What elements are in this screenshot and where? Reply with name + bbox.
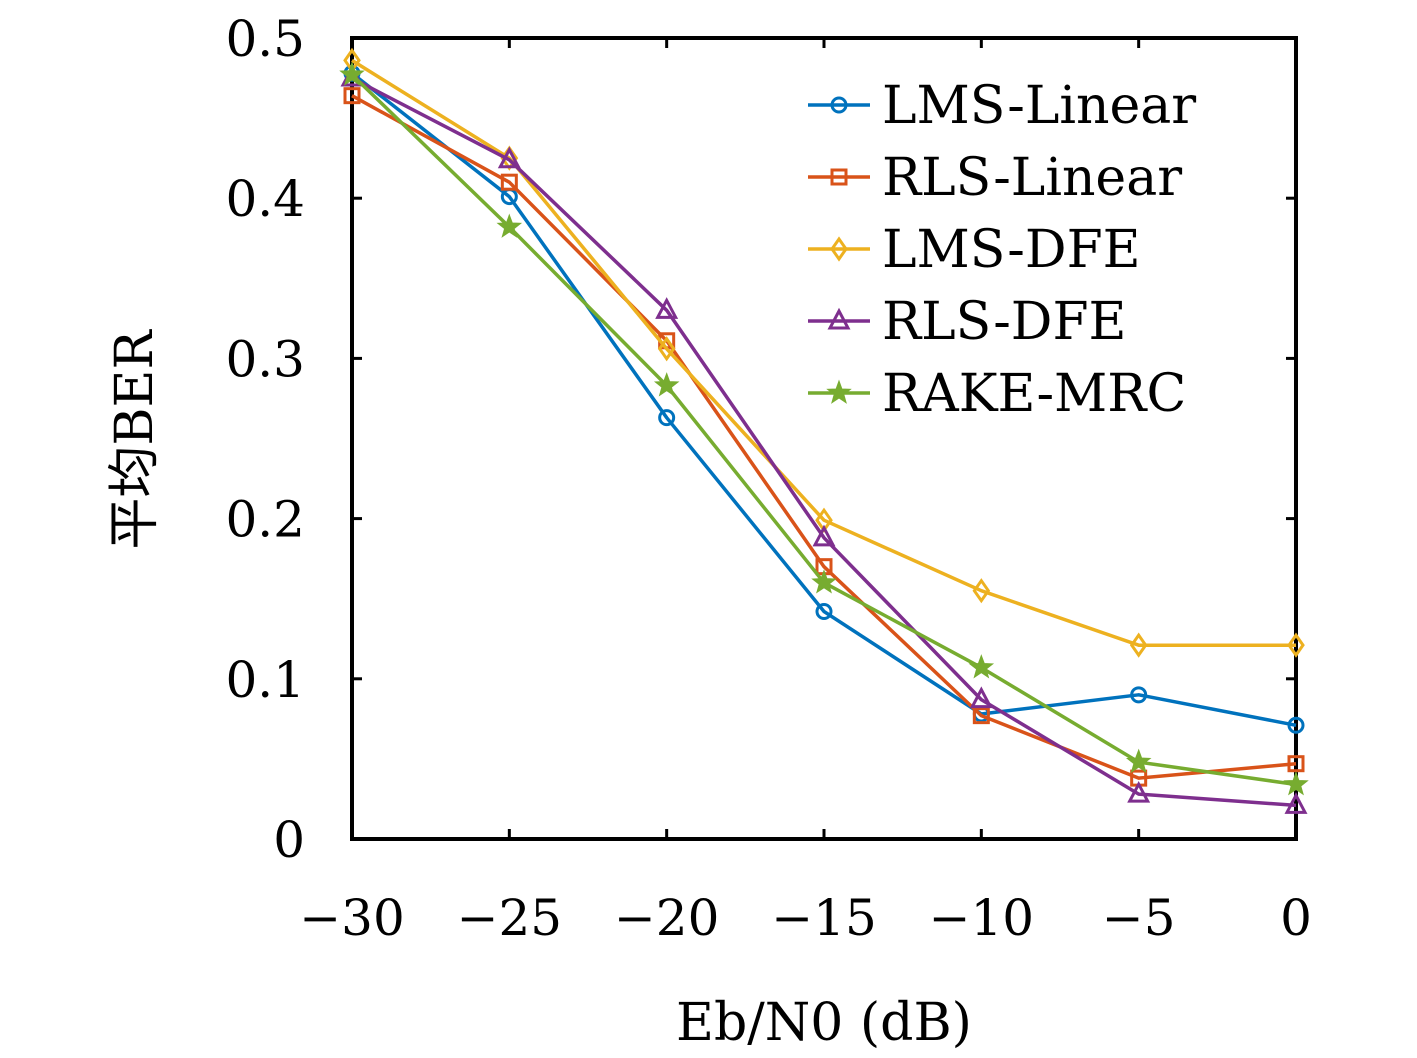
x-tick-label: −5 [1102,889,1176,947]
data-point-rake-mrc [811,569,837,594]
series-line-lms-linear [350,71,1297,728]
y-axis-ticks: 0 0.1 0.2 0.3 0.4 0.5 [225,10,1296,869]
data-point-lms-dfe [1129,632,1148,658]
series-layer [339,47,1309,814]
data-point-rake-mrc [339,61,365,86]
legend-label: RLS-DFE [882,292,1127,352]
data-point-rls-linear [1287,755,1305,773]
data-point-lms-linear [1287,716,1305,734]
legend-label: LMS-Linear [882,76,1196,136]
x-tick-label: −20 [614,889,720,947]
x-axis-title: Eb/N0 (dB) [676,993,972,1053]
series-line-rls-linear [351,94,1297,780]
x-tick-label: −25 [457,889,563,947]
legend-marker-icon [830,96,848,114]
data-point-lms-linear [1130,686,1148,704]
legend-item-rls-dfe: RLS-DFE [808,292,1127,352]
legend-marker-icon [826,379,852,404]
y-tick-label: 0.2 [225,491,305,549]
series-rake-mrc [339,61,1309,796]
legend-label: RLS-Linear [882,148,1182,208]
data-point-lms-dfe [657,336,676,362]
legend-marker-icon [830,168,848,186]
data-point-rls-linear [972,707,990,725]
legend-label: LMS-DFE [882,220,1141,280]
y-axis-title: 平均BER [105,328,165,549]
data-point-rake-mrc [968,654,995,679]
data-point-rake-mrc [496,213,523,238]
y-tick-label: 0.5 [225,10,305,68]
data-point-rls-dfe [655,297,679,319]
legend-marker-icon [830,236,848,262]
data-point-rake-mrc [1283,771,1309,796]
y-tick-label: 0.3 [225,330,305,388]
legend-item-lms-dfe: LMS-DFE [808,220,1141,280]
legend-item-lms-linear: LMS-Linear [808,76,1196,136]
legend: LMS-Linear RLS-Linear LMS-DFE RLS-DFE RAKE-M… [808,76,1196,424]
data-point-rls-dfe [497,146,521,169]
data-point-lms-linear [658,409,676,427]
y-tick-label: 0.4 [225,170,305,228]
data-point-rls-dfe [1127,780,1151,803]
legend-item-rls-linear: RLS-Linear [808,148,1182,208]
x-tick-label: −15 [771,889,877,947]
x-axis-ticks: −30 −25 −20 −15 −10 −5 0 [299,38,1312,947]
y-tick-label: 0 [273,811,305,869]
data-point-lms-dfe [1287,632,1305,658]
data-point-rls-dfe [969,686,993,709]
data-point-rls-linear [343,87,361,105]
data-point-rake-mrc [653,372,680,397]
y-tick-label: 0.1 [225,651,305,709]
data-point-rls-dfe [1284,792,1308,814]
series-line-rls-dfe [351,76,1297,808]
data-point-lms-dfe [972,578,991,604]
legend-label: RAKE-MRC [882,364,1186,424]
data-point-lms-linear [815,603,833,621]
series-rls-dfe [340,64,1308,814]
data-point-rls-linear [500,173,518,191]
data-point-rls-dfe [812,524,836,547]
legend-marker-icon [827,307,851,330]
x-tick-label: −10 [929,889,1035,947]
x-tick-label: 0 [1280,889,1312,947]
x-tick-label: −30 [299,889,405,947]
data-point-rake-mrc [1125,748,1152,773]
legend-item-rake-mrc: RAKE-MRC [808,364,1186,424]
